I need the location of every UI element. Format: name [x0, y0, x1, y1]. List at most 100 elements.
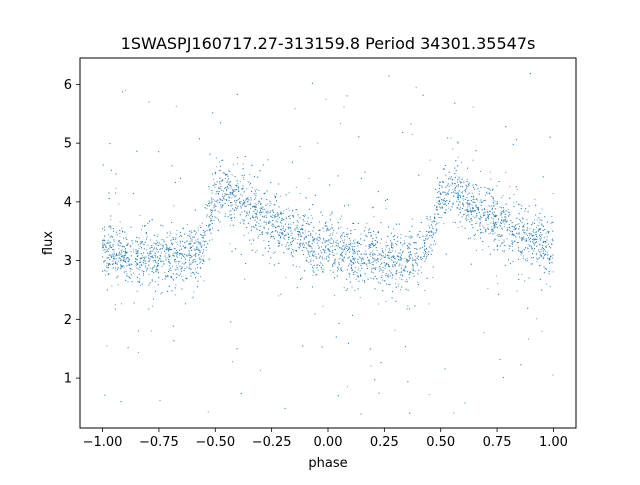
data-point	[151, 280, 153, 282]
data-point	[294, 249, 296, 251]
data-point	[302, 229, 304, 231]
data-point	[213, 205, 215, 207]
data-point	[522, 226, 524, 228]
data-point	[440, 202, 442, 204]
data-point	[146, 249, 148, 251]
data-point	[394, 261, 396, 263]
data-point	[314, 194, 316, 196]
data-point	[313, 250, 315, 252]
data-point	[547, 230, 549, 232]
data-point	[449, 176, 451, 178]
data-point	[166, 247, 168, 249]
data-point	[124, 250, 126, 252]
data-point	[202, 258, 204, 260]
data-point	[272, 214, 274, 216]
data-point	[106, 262, 108, 264]
data-point	[271, 223, 273, 225]
data-point	[458, 204, 460, 206]
data-point	[524, 232, 526, 233]
data-point	[231, 220, 233, 222]
data-point	[345, 245, 347, 247]
data-point	[142, 274, 144, 276]
data-point	[475, 184, 477, 186]
data-point	[331, 213, 333, 215]
data-point	[221, 160, 223, 162]
data-point	[156, 242, 157, 244]
data-point	[224, 178, 226, 179]
data-point	[420, 247, 421, 249]
data-point	[117, 267, 119, 269]
data-point	[217, 191, 219, 193]
data-point	[521, 251, 523, 253]
data-point	[146, 237, 148, 239]
data-point	[491, 208, 493, 210]
data-point	[193, 236, 195, 238]
data-point	[301, 249, 303, 251]
data-point	[151, 247, 153, 248]
data-point	[351, 264, 353, 266]
data-point	[343, 260, 345, 262]
data-point	[148, 274, 150, 275]
data-point	[294, 108, 296, 110]
data-point	[331, 227, 333, 229]
data-point	[488, 205, 490, 207]
data-point	[476, 222, 478, 224]
data-point	[524, 280, 526, 282]
data-point	[505, 216, 507, 218]
data-point	[362, 263, 364, 265]
data-point	[278, 242, 280, 244]
data-point	[209, 228, 211, 230]
data-point	[182, 227, 184, 229]
data-point	[185, 246, 187, 248]
data-point	[281, 219, 282, 221]
data-point	[123, 246, 125, 248]
data-point	[479, 223, 481, 225]
data-point	[275, 214, 276, 216]
data-point	[391, 243, 393, 245]
data-point	[539, 235, 541, 237]
data-point	[552, 271, 554, 273]
data-point	[132, 193, 134, 195]
data-point	[137, 251, 139, 252]
data-point	[409, 251, 411, 253]
data-point	[477, 208, 479, 210]
data-point	[464, 227, 466, 229]
data-point	[382, 290, 384, 292]
data-point	[218, 191, 220, 192]
data-point	[365, 253, 367, 255]
data-point	[246, 188, 248, 190]
data-point	[435, 189, 437, 190]
data-point	[451, 176, 452, 178]
data-point	[255, 205, 257, 207]
data-point	[422, 235, 424, 237]
data-point	[382, 279, 383, 281]
data-point	[473, 238, 475, 240]
data-point	[477, 200, 479, 202]
data-point	[428, 394, 430, 396]
data-point	[339, 123, 341, 125]
data-point	[233, 213, 235, 215]
data-point	[224, 215, 226, 217]
data-point	[489, 210, 491, 212]
data-point	[414, 259, 416, 261]
data-point	[157, 256, 158, 258]
data-point	[451, 183, 453, 185]
data-point	[158, 263, 159, 264]
data-point	[122, 231, 124, 233]
data-point	[378, 303, 380, 305]
data-point	[202, 260, 204, 262]
data-point	[209, 153, 211, 155]
data-point	[141, 247, 142, 249]
data-point	[530, 245, 532, 247]
data-point	[103, 261, 105, 263]
data-point	[404, 257, 406, 259]
data-point	[334, 258, 336, 260]
data-point	[232, 164, 234, 166]
data-point	[232, 361, 234, 363]
data-point	[322, 271, 324, 273]
data-point	[460, 207, 462, 209]
data-point	[548, 273, 550, 275]
data-point	[364, 273, 366, 275]
data-point	[489, 232, 491, 234]
data-point	[291, 241, 293, 243]
